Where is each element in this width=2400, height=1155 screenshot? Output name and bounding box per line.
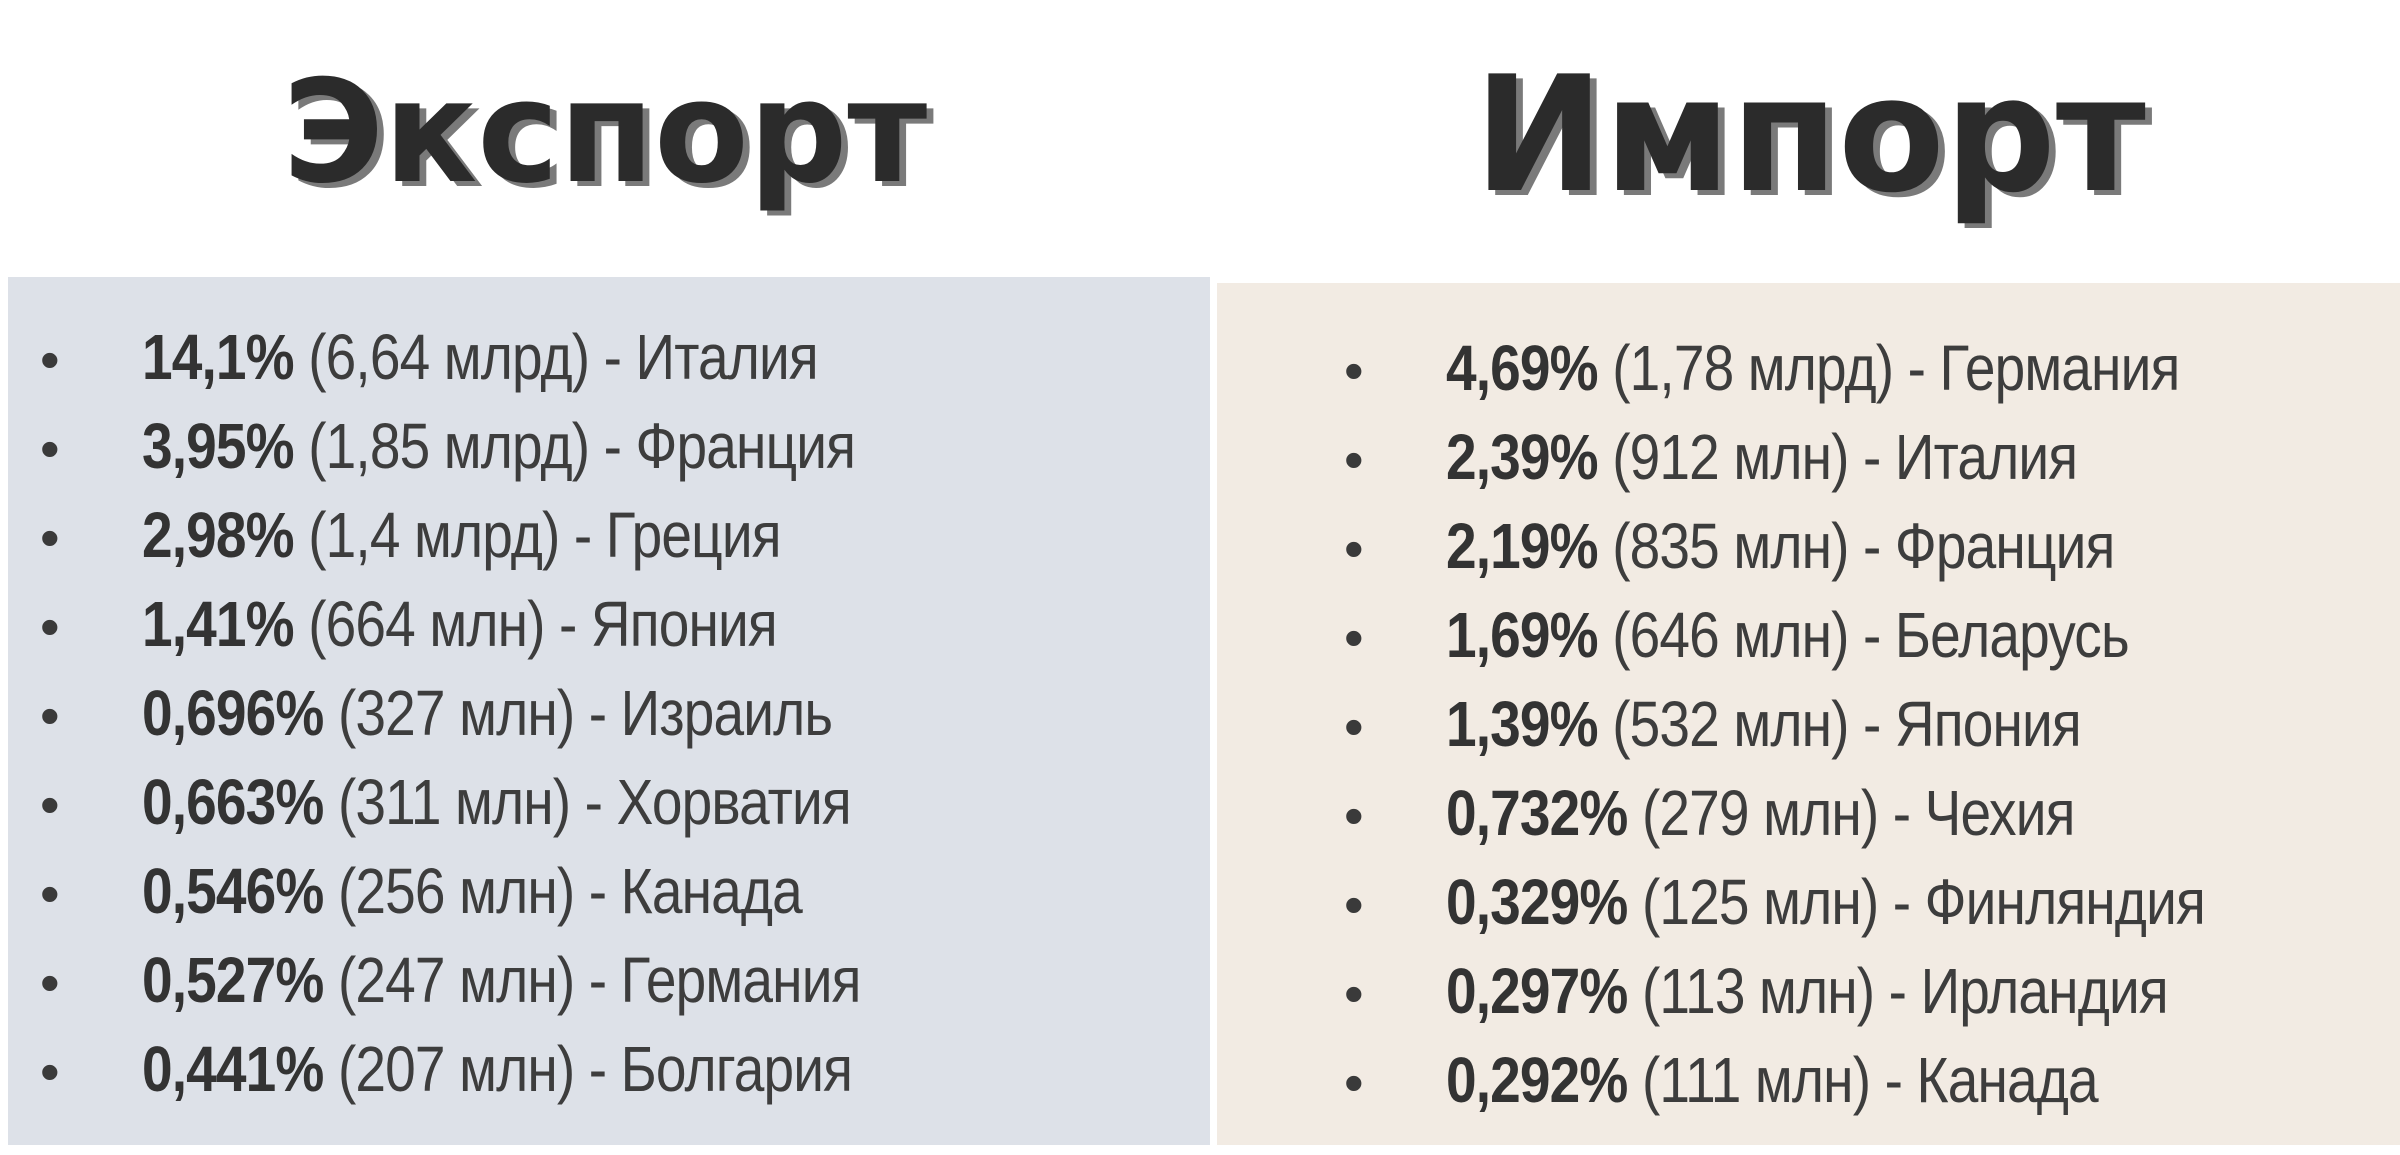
export-detail: (207 млн) - Болгария xyxy=(323,1033,853,1105)
import-list-item: • 1,39% (532 млн) - Япония xyxy=(1344,680,2328,769)
import-percent: 0,329% xyxy=(1446,866,1628,938)
export-list-item: • 0,546% (256 млн) - Канада xyxy=(40,847,978,936)
export-percent: 14,1% xyxy=(142,321,295,393)
export-percent: 2,98% xyxy=(142,499,295,571)
export-detail: (311 млн) - Хорватия xyxy=(323,766,852,838)
export-list-item: • 0,527% (247 млн) - Германия xyxy=(40,936,978,1025)
export-detail: (327 млн) - Израиль xyxy=(323,677,833,749)
export-percent: 0,441% xyxy=(142,1033,324,1105)
export-detail: (1,4 млрд) - Греция xyxy=(293,499,781,571)
import-list-item: • 1,69% (646 млн) - Беларусь xyxy=(1344,591,2328,680)
export-detail: (664 млн) - Япония xyxy=(293,588,778,660)
export-list-item: • 0,441% (207 млн) - Болгария xyxy=(40,1025,978,1114)
import-list-item: • 4,69% (1,78 млрд) - Германия xyxy=(1344,324,2328,413)
import-list-item: • 0,292% (111 млн) - Канада xyxy=(1344,1036,2328,1125)
import-percent: 1,39% xyxy=(1446,688,1599,760)
bullet-icon: • xyxy=(40,951,60,1014)
bullet-icon: • xyxy=(1344,873,1364,936)
import-detail: (111 млн) - Канада xyxy=(1627,1044,2099,1116)
import-detail: (279 млн) - Чехия xyxy=(1627,777,2075,849)
export-percent: 0,527% xyxy=(142,944,324,1016)
export-list-item: • 0,663% (311 млн) - Хорватия xyxy=(40,758,978,847)
bullet-icon: • xyxy=(1344,339,1364,402)
import-percent: 0,292% xyxy=(1446,1044,1628,1116)
export-detail: (247 млн) - Германия xyxy=(323,944,861,1016)
export-list-item: • 3,95% (1,85 млрд) - Франция xyxy=(40,402,978,491)
bullet-icon: • xyxy=(40,417,60,480)
export-list-item: • 2,98% (1,4 млрд) - Греция xyxy=(40,491,978,580)
import-percent: 0,297% xyxy=(1446,955,1628,1027)
export-percent: 0,546% xyxy=(142,855,324,927)
bullet-icon: • xyxy=(1344,606,1364,669)
export-list: • 14,1% (6,64 млрд) - Италия • 3,95% (1,85… xyxy=(40,313,978,1114)
import-list-item: • 2,39% (912 млн) - Италия xyxy=(1344,413,2328,502)
bullet-icon: • xyxy=(40,595,60,658)
import-list-item: • 0,297% (113 млн) - Ирландия xyxy=(1344,947,2328,1036)
import-detail: (835 млн) - Франция xyxy=(1597,510,2115,582)
import-detail: (125 млн) - Финляндия xyxy=(1627,866,2206,938)
bullet-icon: • xyxy=(1344,962,1364,1025)
export-percent: 0,663% xyxy=(142,766,324,838)
bullet-icon: • xyxy=(40,773,60,836)
import-list: • 4,69% (1,78 млрд) - Германия • 2,39% (91… xyxy=(1344,324,2328,1125)
import-panel: • 4,69% (1,78 млрд) - Германия • 2,39% (91… xyxy=(1217,283,2400,1145)
bullet-icon: • xyxy=(1344,428,1364,491)
bullet-icon: • xyxy=(40,1040,60,1103)
import-list-item: • 0,329% (125 млн) - Финляндия xyxy=(1344,858,2328,947)
export-percent: 0,696% xyxy=(142,677,324,749)
import-percent: 4,69% xyxy=(1446,332,1599,404)
bullet-icon: • xyxy=(1344,784,1364,847)
export-percent: 3,95% xyxy=(142,410,295,482)
bullet-icon: • xyxy=(1344,695,1364,758)
export-detail: (6,64 млрд) - Италия xyxy=(293,321,818,393)
import-detail: (113 млн) - Ирландия xyxy=(1627,955,2169,1027)
import-detail: (912 млн) - Италия xyxy=(1597,421,2078,493)
import-list-item: • 2,19% (835 млн) - Франция xyxy=(1344,502,2328,591)
export-detail: (256 млн) - Канада xyxy=(323,855,803,927)
export-list-item: • 1,41% (664 млн) - Япония xyxy=(40,580,978,669)
import-title: Импорт xyxy=(1474,41,2146,228)
export-list-item: • 0,696% (327 млн) - Израиль xyxy=(40,669,978,758)
bullet-icon: • xyxy=(40,506,60,569)
import-detail: (646 млн) - Беларусь xyxy=(1597,599,2129,671)
bullet-icon: • xyxy=(1344,1051,1364,1114)
export-detail: (1,85 млрд) - Франция xyxy=(293,410,856,482)
import-detail: (532 млн) - Япония xyxy=(1597,688,2082,760)
import-list-item: • 0,732% (279 млн) - Чехия xyxy=(1344,769,2328,858)
bullet-icon: • xyxy=(40,684,60,747)
export-title: Экспорт xyxy=(282,50,928,215)
bullet-icon: • xyxy=(1344,517,1364,580)
import-percent: 0,732% xyxy=(1446,777,1628,849)
bullet-icon: • xyxy=(40,328,60,391)
bullet-icon: • xyxy=(40,862,60,925)
export-percent: 1,41% xyxy=(142,588,295,660)
export-list-item: • 14,1% (6,64 млрд) - Италия xyxy=(40,313,978,402)
import-detail: (1,78 млрд) - Германия xyxy=(1597,332,2180,404)
export-panel: • 14,1% (6,64 млрд) - Италия • 3,95% (1,85… xyxy=(8,277,1210,1145)
import-percent: 1,69% xyxy=(1446,599,1599,671)
import-percent: 2,19% xyxy=(1446,510,1599,582)
import-percent: 2,39% xyxy=(1446,421,1599,493)
